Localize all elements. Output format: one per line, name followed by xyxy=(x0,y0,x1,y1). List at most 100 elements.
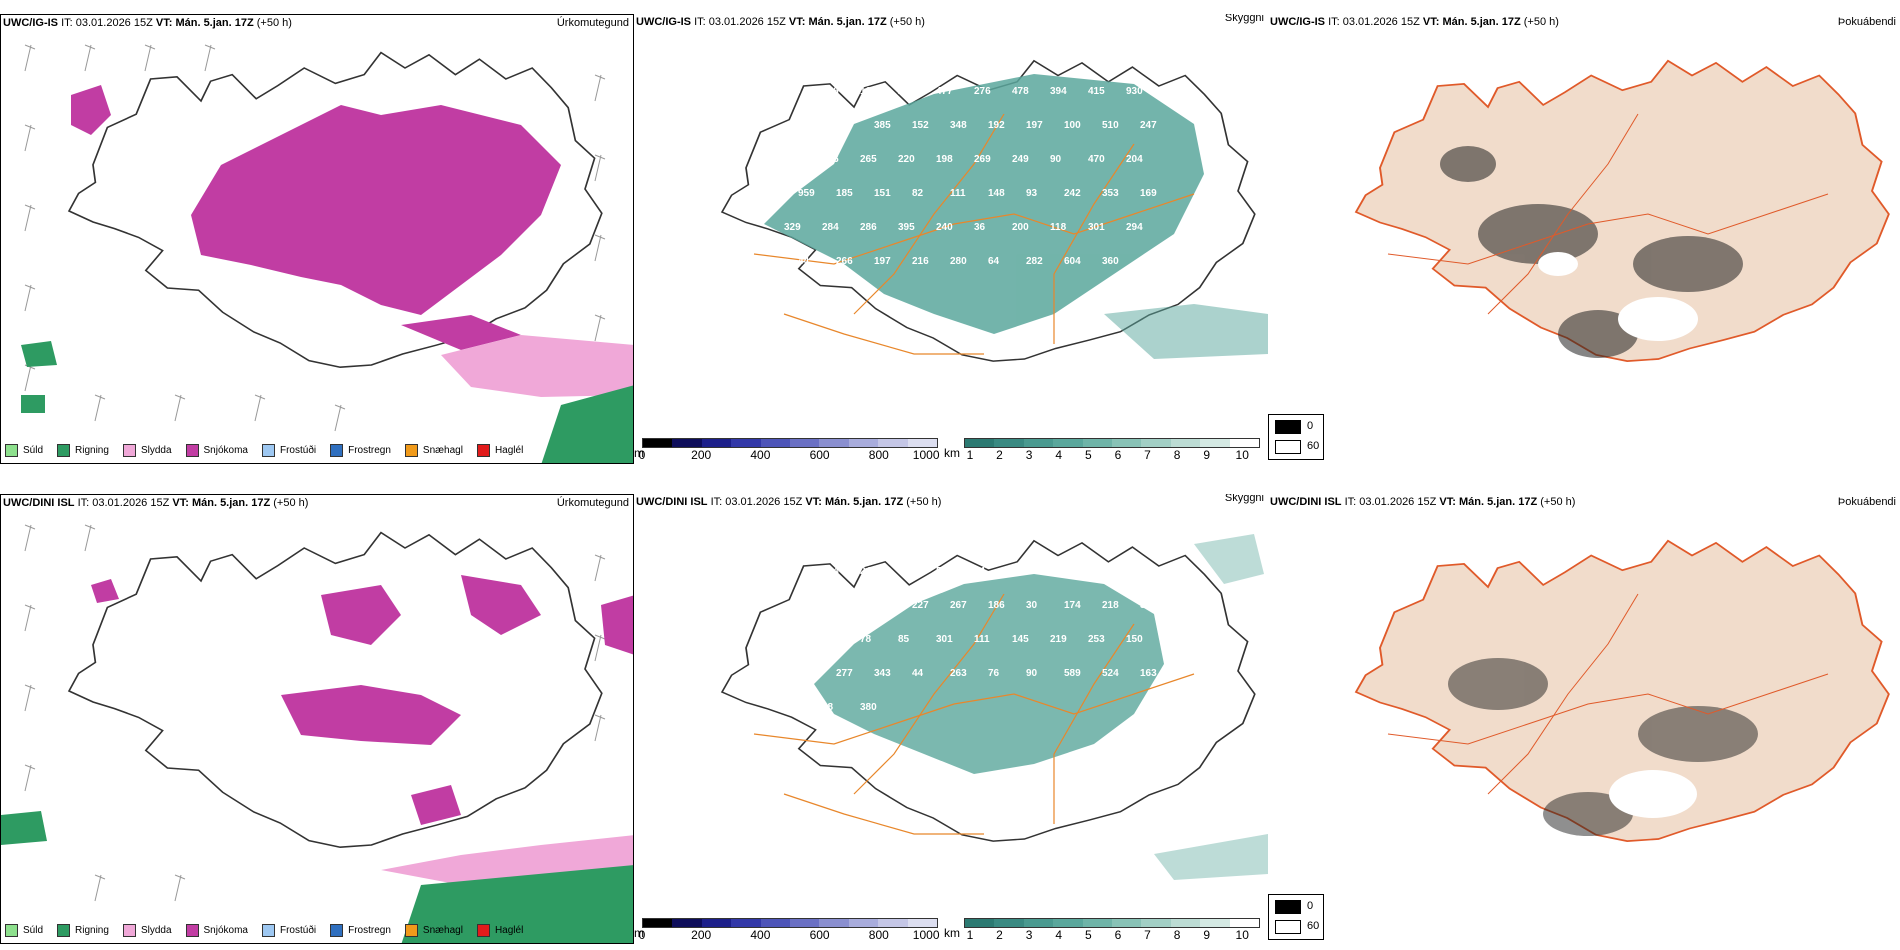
cloud-base-label: 803 xyxy=(1012,566,1029,577)
cloud-scale-cell xyxy=(760,919,791,927)
cloud-base-label: 510 xyxy=(1102,120,1119,131)
cloud-base-label: 185 xyxy=(836,188,853,199)
cloud-base-label: 76 xyxy=(988,668,1000,679)
cloud-scale-cell xyxy=(819,919,849,927)
fog-map-ig xyxy=(1355,59,1890,363)
cloud-base-label: 218 xyxy=(1102,600,1119,611)
cloud-base-label: 477 xyxy=(936,86,953,97)
fog-legend-swatch-0 xyxy=(1275,900,1301,914)
cloud-base-label: 216 xyxy=(912,256,929,267)
cloud-scale-cell xyxy=(731,919,761,927)
cloud-base-label: 415 xyxy=(1088,86,1105,97)
cloud-base-label: 126 xyxy=(798,120,815,131)
fog-legend-swatch-0 xyxy=(1275,420,1301,434)
sleet-area xyxy=(441,335,633,397)
legend-swatch-freezing-rain xyxy=(330,444,344,457)
vis-scale-cell xyxy=(1200,919,1230,927)
cloud-panel-ig: 319 356 169 267 477 276 478 394 415 930 126 260 385 1… xyxy=(634,14,1268,464)
cloud-scale-ticks: 0 200 400 600 800 1000 xyxy=(638,448,940,462)
cloud-scale-unit: m xyxy=(634,446,644,460)
cloud-scale-cell xyxy=(643,919,673,927)
legend-item: Snjókoma xyxy=(185,924,248,937)
legend-item: Frostúði xyxy=(261,924,316,937)
fog-legend-swatch-60 xyxy=(1275,440,1301,454)
cloud-base-label: 93 xyxy=(1026,188,1038,199)
cloud-base-label: 394 xyxy=(1050,86,1067,97)
cloud-base-label: 347 xyxy=(798,668,815,679)
fog-map-dini xyxy=(1355,539,1890,843)
cloud-base-label: 478 xyxy=(1012,86,1029,97)
cloud-base-label: 914 xyxy=(822,566,839,577)
vis-scale-cell xyxy=(1229,439,1260,447)
cloud-base-label: 348 xyxy=(950,120,967,131)
vis-scale-cell xyxy=(1141,439,1171,447)
road-network xyxy=(753,593,1195,835)
legend-swatch-freezing-rain xyxy=(330,924,344,937)
cloud-base-label: 36 xyxy=(974,222,986,233)
vis-scale-cell xyxy=(1229,919,1260,927)
cloud-base-label: 174 xyxy=(1064,600,1081,611)
visibility-colorbar: 1 2 3 4 5 6 7 8 9 10 xyxy=(964,438,1260,462)
cloud-base-label: 266 xyxy=(836,256,853,267)
vis-scale-cell xyxy=(1170,439,1201,447)
cloud-base-label: 249 xyxy=(1012,154,1029,165)
panel-header: UWC/IG-IS IT: 03.01.2026 15Z VT: Mán. 5.… xyxy=(636,16,925,28)
cloud-base-label: 169 xyxy=(1140,188,1157,199)
cloud-base-label: 54 xyxy=(974,566,986,577)
cloud-base-label: 192 xyxy=(988,120,1005,131)
vis-scale-cell xyxy=(1023,919,1054,927)
cloud-base-label: 204 xyxy=(1126,154,1143,165)
cloud-base-label: 280 xyxy=(950,256,967,267)
cloud-base-label: 85 xyxy=(898,634,910,645)
cloud-scale-cell xyxy=(701,439,732,447)
legend-swatch-drizzle xyxy=(5,444,18,457)
cloud-scale-cell xyxy=(701,919,732,927)
legend-swatch-freezing-drizzle xyxy=(261,924,275,937)
vis-scale-unit: km xyxy=(944,446,960,460)
cloud-base-label: 90 xyxy=(1026,668,1038,679)
legend-item: Haglél xyxy=(476,444,523,457)
fog-panel-dini: UWC/DINI ISL IT: 03.01.2026 15Z VT: Mán.… xyxy=(1268,494,1900,944)
vis-area xyxy=(764,74,1268,359)
vis-scale-cell xyxy=(1023,439,1054,447)
cloud-base-colorbar: 0 200 400 600 800 1000 xyxy=(638,438,940,462)
fog-legend: 0 60 xyxy=(1268,894,1324,940)
vis-scale-ticks: 1 2 3 4 5 6 7 8 9 10 xyxy=(966,928,1249,942)
fog-legend: 0 60 xyxy=(1268,414,1324,460)
cloud-base-label: 267 xyxy=(950,600,967,611)
cloud-base-label: 152 xyxy=(912,120,929,131)
vis-scale-cell xyxy=(1053,919,1083,927)
snow-area xyxy=(71,85,561,350)
cloud-scale-cell xyxy=(878,439,908,447)
legend-item: Slydda xyxy=(122,924,172,937)
legend-swatch-freezing-drizzle xyxy=(261,444,275,457)
vis-scale-cell xyxy=(965,439,995,447)
cloud-base-label: 395 xyxy=(898,222,915,233)
cloud-base-label: 284 xyxy=(822,222,839,233)
cloud-base-label: 240 xyxy=(936,222,953,233)
cloud-base-label: 52 xyxy=(874,600,886,611)
vis-scale-cell xyxy=(965,919,995,927)
cloud-base-label: 148 xyxy=(988,188,1005,199)
legend-swatch-snow-pellets xyxy=(404,444,418,457)
cloud-scale-cell xyxy=(848,439,879,447)
cloud-base-label: 200 xyxy=(1012,222,1029,233)
cloud-scale-cell xyxy=(878,919,908,927)
cloud-scale-cell xyxy=(643,439,673,447)
cloud-base-label: 90 xyxy=(1050,154,1062,165)
cloud-base-label: 343 xyxy=(874,668,891,679)
cloud-base-label: 126 xyxy=(1050,566,1067,577)
cloud-base-label: 269 xyxy=(974,154,991,165)
cloud-base-label: 30 xyxy=(1026,600,1038,611)
cloud-base-label: 130 xyxy=(784,634,801,645)
cloud-base-label: 233 xyxy=(822,634,839,645)
cloud-base-label: 301 xyxy=(936,634,953,645)
vis-scale-unit: km xyxy=(944,926,960,940)
legend-item: Súld xyxy=(5,924,43,937)
legend-item: Snæhagl xyxy=(404,444,463,457)
legend-item: Frostregn xyxy=(330,924,391,937)
cloud-base-label: 263 xyxy=(950,668,967,679)
cloud-base-label: 186 xyxy=(988,600,1005,611)
wind-barbs xyxy=(24,524,606,902)
cloud-base-label: 64 xyxy=(1126,566,1138,577)
